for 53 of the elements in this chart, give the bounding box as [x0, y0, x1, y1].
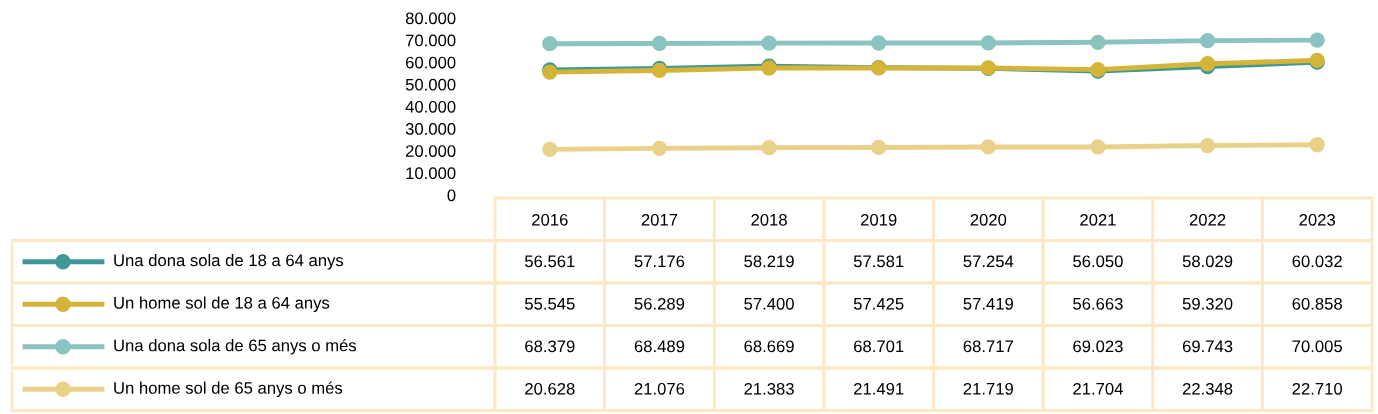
data-label: 70.005: [1292, 340, 1342, 353]
x-tick-label: 2017: [641, 213, 678, 226]
legend-label: Un home sol de 65 anys o més: [114, 381, 343, 398]
data-label: 21.383: [744, 382, 794, 395]
data-label: 57.581: [853, 255, 904, 268]
y-tick-label: 30.000: [405, 123, 456, 135]
data-label: 68.701: [854, 340, 904, 353]
x-tick-label: 2019: [860, 213, 897, 226]
data-label: 56.050: [1073, 255, 1123, 268]
x-tick-label: 2021: [1080, 213, 1116, 226]
data-label: 57.419: [963, 297, 1014, 310]
x-tick-label: 2022: [1189, 213, 1226, 226]
legend-label: Una dona sola de 65 anys o més: [114, 338, 357, 355]
y-tick-label: 40.000: [405, 100, 456, 113]
data-label: 59.320: [1182, 297, 1233, 310]
x-tick-label: 2023: [1299, 213, 1335, 226]
data-label: 68.717: [963, 340, 1013, 353]
x-tick-label: 2016: [532, 213, 568, 226]
data-label: 56.663: [1073, 297, 1123, 310]
legend-label: Una dona sola de 18 a 64 anys: [114, 253, 344, 270]
data-label: 58.219: [744, 255, 794, 268]
data-label: 60.032: [1292, 255, 1342, 268]
data-label: 58.029: [1182, 255, 1233, 268]
data-label: 22.710: [1292, 382, 1343, 395]
data-label: 20.628: [525, 382, 575, 395]
data-label: 57.425: [853, 297, 904, 310]
y-tick-label: 20.000: [405, 145, 456, 157]
data-label: 60.858: [1292, 297, 1342, 310]
data-label: 68.669: [744, 340, 794, 353]
data-label: 57.254: [963, 255, 1014, 268]
y-tick-label: 80.000: [405, 12, 456, 25]
data-label: 56.289: [634, 297, 685, 310]
data-label: 21.704: [1073, 382, 1123, 395]
data-label: 21.719: [963, 382, 1014, 395]
data-label: 21.076: [634, 382, 685, 395]
y-tick-label: 0: [447, 189, 456, 202]
y-tick-label: 10.000: [406, 167, 456, 180]
data-label: 68.489: [634, 340, 685, 353]
data-label: 69.023: [1073, 340, 1123, 353]
x-tick-label: 2020: [970, 213, 1007, 226]
y-tick-label: 50.000: [405, 78, 456, 91]
y-tick-label: 60.000: [405, 56, 456, 69]
data-label: 57.176: [634, 255, 685, 268]
data-label: 55.545: [524, 298, 575, 310]
y-tick-label: 70.000: [405, 34, 456, 47]
data-label: 22.348: [1182, 382, 1233, 395]
data-label: 68.379: [525, 340, 575, 353]
data-label: 56.561: [524, 255, 575, 268]
x-tick-label: 2018: [751, 213, 787, 226]
legend-label: Un home sol de 18 a 64 anys: [114, 296, 330, 313]
data-label: 57.400: [744, 297, 794, 310]
data-label: 69.743: [1182, 340, 1233, 353]
data-label: 21.491: [854, 382, 904, 395]
